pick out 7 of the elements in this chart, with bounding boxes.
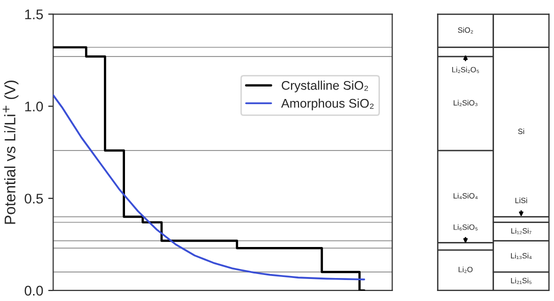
y-tick-label: 0.0 (24, 286, 43, 296)
y-tick-label: 0.5 (24, 194, 43, 204)
y-tick-label: 1.5 (25, 10, 43, 20)
legend-label: Crystalline SiO₂ (282, 80, 368, 92)
y-tick-label: 1.0 (25, 102, 43, 112)
legend-label: Amorphous SiO₂ (281, 98, 374, 110)
y-axis-title: Potential vs Li/Li$^{+}$ (V) (2, 80, 18, 224)
